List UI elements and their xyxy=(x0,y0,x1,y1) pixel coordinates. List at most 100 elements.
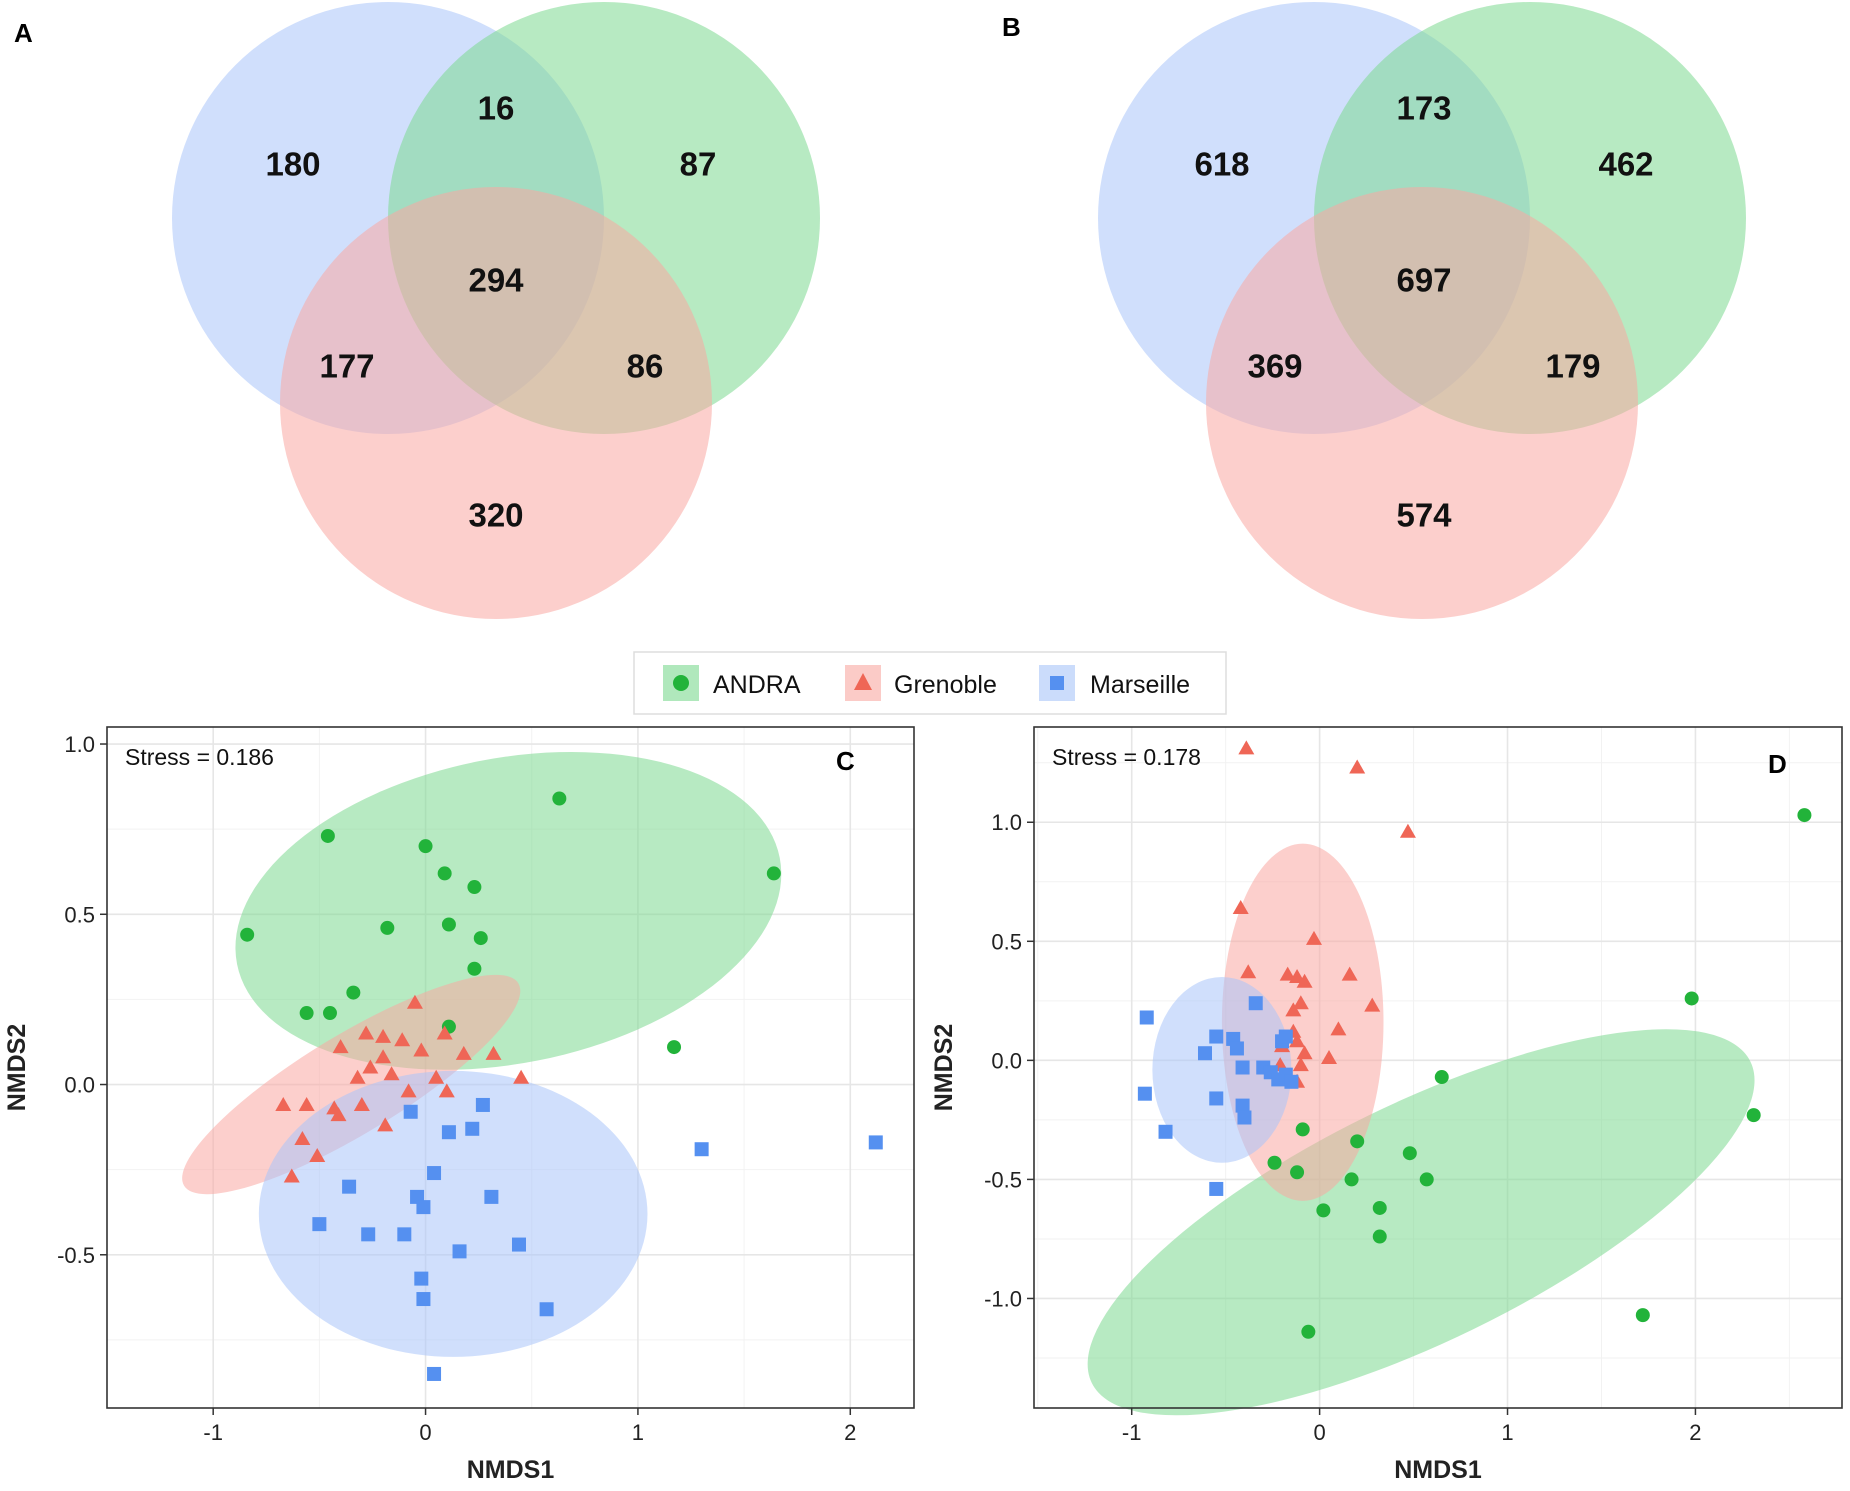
plot-d-ytick-label: 1.0 xyxy=(991,810,1022,835)
plot-d-y-axis-title: NMDS2 xyxy=(930,1024,958,1112)
plot-c-point-marseille xyxy=(511,1237,526,1252)
plot-d-point-grenoble xyxy=(1321,1049,1338,1064)
plot-c-point-grenoble xyxy=(349,1069,366,1084)
plot-c-point-grenoble xyxy=(375,1028,392,1043)
venn-a-blue-red: 177 xyxy=(319,348,374,385)
venn-b-all: 697 xyxy=(1396,262,1451,299)
legend-label-marseille: Marseille xyxy=(1090,671,1190,699)
plot-c-point-grenoble xyxy=(332,1039,349,1054)
plot-d-point-andra xyxy=(1267,1155,1282,1170)
plot-d-point-grenoble xyxy=(1330,1021,1347,1036)
plot-c-point-marseille xyxy=(342,1179,357,1194)
venn-b-green-only: 462 xyxy=(1598,146,1653,183)
plot-c-point-grenoble xyxy=(362,1059,379,1074)
plot-d-stress-label: Stress = 0.178 xyxy=(1052,744,1201,770)
plot-c-point-marseille xyxy=(539,1302,554,1317)
plot-d-point-marseille xyxy=(1237,1110,1252,1125)
plot-d-point-grenoble xyxy=(1292,995,1309,1010)
plot-c-point-andra xyxy=(473,931,488,946)
plot-c-point-grenoble xyxy=(394,1032,411,1047)
venn-b-red-only: 574 xyxy=(1396,497,1452,534)
plot-c-xtick-label: 1 xyxy=(632,1420,644,1445)
plot-c-point-grenoble xyxy=(406,994,423,1009)
plot-d-point-grenoble xyxy=(1240,964,1257,979)
venn-a-circle-red xyxy=(280,187,712,619)
plot-c-point-marseille xyxy=(361,1227,376,1242)
plot-c-ytick-label: 0.0 xyxy=(64,1073,95,1098)
plot-c-point-marseille xyxy=(416,1200,431,1215)
plot-c-point-grenoble xyxy=(485,1045,502,1060)
plot-d-point-marseille xyxy=(1248,996,1263,1011)
nmds-plot-c: -1 0 1 2 -0.5 0.0 0.5 1.0 NMDS1 NMDS2 Stress = 0.1… xyxy=(3,726,915,1484)
plot-c-ytick-label: -0.5 xyxy=(57,1243,95,1268)
venn-a-green-only: 87 xyxy=(680,146,717,183)
plot-d-point-andra xyxy=(1419,1172,1434,1187)
plot-d-x-axis-title: NMDS1 xyxy=(1394,1456,1482,1484)
plot-c-point-marseille xyxy=(403,1104,418,1119)
plot-c-ytick-label: 0.5 xyxy=(64,902,95,927)
plot-c-point-grenoble xyxy=(353,1096,370,1111)
legend-box xyxy=(633,651,1227,715)
plot-c-point-andra xyxy=(380,920,395,935)
plot-c-point-andra xyxy=(467,880,482,895)
plot-d-point-grenoble xyxy=(1238,740,1255,755)
plot-d-frame xyxy=(1033,726,1843,1409)
plot-d-point-andra xyxy=(1350,1134,1365,1149)
plot-c-ellipse-marseille xyxy=(258,1070,648,1357)
plot-d-point-marseille xyxy=(1209,1029,1224,1044)
plot-d-point-grenoble xyxy=(1292,1057,1309,1072)
venn-a-green-red: 86 xyxy=(627,348,664,385)
legend-label-grenoble: Grenoble xyxy=(894,671,997,699)
plot-d-point-andra xyxy=(1746,1108,1761,1123)
plot-d-point-andra xyxy=(1635,1308,1650,1323)
venn-a-all: 294 xyxy=(468,262,524,299)
plot-c-point-marseille xyxy=(452,1244,467,1259)
plot-c-point-marseille xyxy=(427,1166,442,1181)
plot-c-point-marseille xyxy=(484,1189,499,1204)
plot-c-point-grenoble xyxy=(298,1096,315,1111)
plot-c-point-marseille xyxy=(414,1271,429,1286)
nmds-plot-d: -1 0 1 2 -1.0 -0.5 0.0 0.5 1.0 NMDS1 NMDS2 Stress =… xyxy=(930,726,1843,1484)
legend-marker-andra xyxy=(673,675,689,691)
plot-d-point-marseille xyxy=(1278,1029,1293,1044)
plot-c-point-grenoble xyxy=(377,1117,394,1132)
plot-c-point-andra xyxy=(320,828,335,843)
plot-c-point-marseille xyxy=(397,1227,412,1242)
plot-d-point-grenoble xyxy=(1296,1045,1313,1060)
venn-a-blue-only: 180 xyxy=(265,146,320,183)
plot-d-point-andra xyxy=(1316,1203,1331,1218)
plot-c-ellipse-grenoble xyxy=(182,974,521,1195)
plot-d-xtick-label: -1 xyxy=(1122,1420,1142,1445)
plot-d-ellipse-marseille xyxy=(1152,977,1292,1163)
panel-letter-b: B xyxy=(1002,12,1021,42)
plot-c-point-grenoble xyxy=(513,1069,530,1084)
venn-a-blue-green: 16 xyxy=(478,90,515,127)
plot-c-point-andra xyxy=(766,866,781,881)
plot-c-point-marseille xyxy=(416,1292,431,1307)
plot-d-point-grenoble xyxy=(1279,966,1296,981)
plot-c-point-andra xyxy=(418,839,433,854)
venn-diagram-b: B 618 462 574 173 369 179 697 xyxy=(1002,2,1746,619)
plot-d-xtick-label: 0 xyxy=(1313,1420,1325,1445)
plot-c-point-andra xyxy=(240,927,255,942)
plot-d-point-marseille xyxy=(1209,1181,1224,1196)
plot-c-point-andra xyxy=(346,985,361,1000)
legend-marker-marseille xyxy=(1050,676,1064,690)
plot-c-point-grenoble xyxy=(383,1066,400,1081)
plot-c-point-andra xyxy=(667,1040,682,1055)
plot-c-x-axis-title: NMDS1 xyxy=(467,1456,555,1484)
plot-d-point-marseille xyxy=(1229,1041,1244,1056)
plot-d-ellipse-andra xyxy=(1087,1029,1755,1416)
plot-d-panel-letter: D xyxy=(1768,749,1787,779)
venn-b-blue-red: 369 xyxy=(1247,348,1302,385)
plot-d-point-grenoble xyxy=(1364,997,1381,1012)
plot-d-point-marseille xyxy=(1209,1091,1224,1106)
plot-c-point-grenoble xyxy=(275,1096,292,1111)
plot-d-point-andra xyxy=(1301,1324,1316,1339)
plot-c-point-marseille xyxy=(868,1135,883,1150)
plot-c-point-grenoble xyxy=(283,1168,300,1183)
plot-c-point-andra xyxy=(552,791,567,806)
plot-d-point-andra xyxy=(1684,991,1699,1006)
panel-letter-a: A xyxy=(14,18,33,48)
plot-d-point-marseille xyxy=(1197,1046,1212,1061)
